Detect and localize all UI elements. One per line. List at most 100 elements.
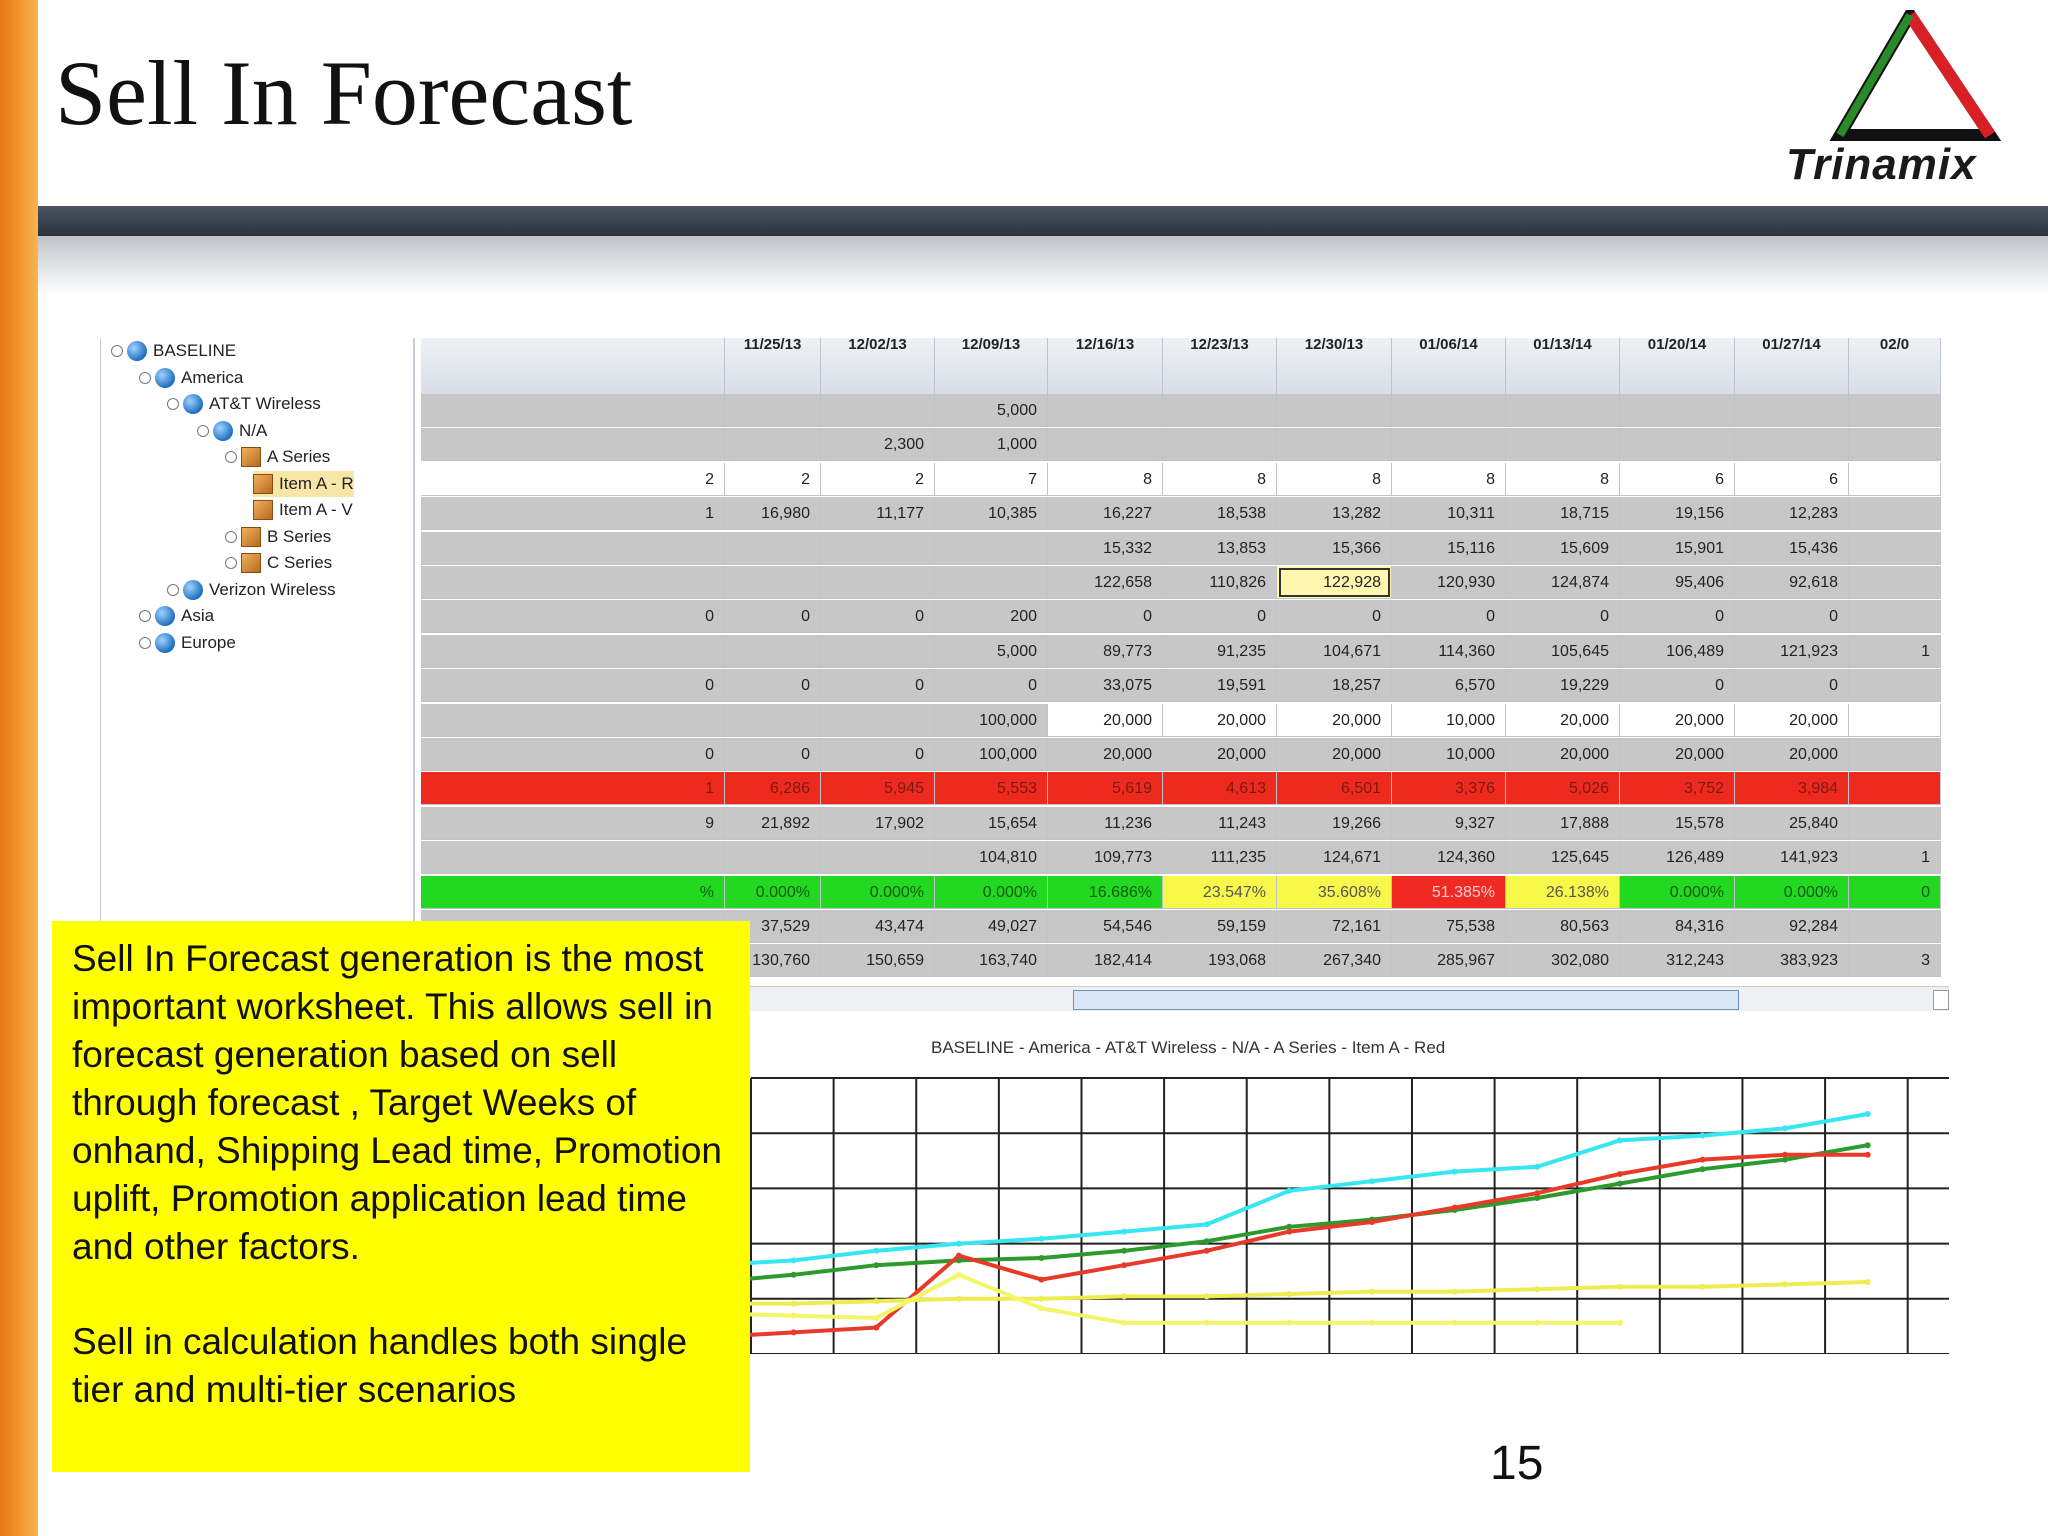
grid-cell[interactable]: 10,000	[1392, 738, 1506, 771]
grid-cell[interactable]	[421, 428, 725, 462]
grid-cell[interactable]: 20,000	[1277, 703, 1392, 737]
grid-cell[interactable]	[821, 394, 935, 427]
tree-item[interactable]: Verizon Wireless	[167, 577, 336, 603]
grid-cell[interactable]	[1849, 910, 1941, 943]
column-header[interactable]: 01/20/14	[1620, 338, 1735, 394]
grid-cell[interactable]: 91,235	[1163, 634, 1277, 668]
grid-cell[interactable]: 20,000	[1048, 703, 1163, 737]
grid-cell[interactable]	[821, 841, 935, 875]
grid-cell[interactable]: 15,654	[935, 806, 1048, 840]
grid-cell[interactable]: 312,243	[1620, 944, 1735, 978]
grid-cell[interactable]: 13,853	[1163, 531, 1277, 565]
grid-cell[interactable]: 2,300	[821, 428, 935, 462]
grid-cell[interactable]: 75,538	[1392, 910, 1506, 943]
grid-cell[interactable]: 20,000	[1163, 703, 1277, 737]
grid-cell[interactable]	[1849, 600, 1941, 634]
grid-cell[interactable]	[421, 703, 725, 737]
grid-cell[interactable]: 92,618	[1735, 566, 1849, 599]
grid-cell[interactable]: 0	[1735, 669, 1849, 703]
grid-cell[interactable]	[421, 841, 725, 875]
grid-cell[interactable]	[1277, 394, 1392, 427]
grid-cell[interactable]	[1849, 462, 1941, 496]
grid-cell[interactable]: 124,874	[1506, 566, 1620, 599]
expand-toggle-icon[interactable]	[225, 530, 237, 543]
grid-cell[interactable]: 302,080	[1506, 944, 1620, 978]
grid-cell[interactable]: 124,360	[1392, 841, 1506, 875]
tree-item[interactable]: B Series	[225, 524, 331, 550]
grid-cell[interactable]	[1506, 428, 1620, 462]
grid-cell[interactable]: 3,984	[1735, 772, 1849, 806]
grid-cell[interactable]	[1620, 428, 1735, 462]
tree-item[interactable]: N/A	[197, 418, 267, 444]
grid-cell[interactable]: 72,161	[1277, 910, 1392, 943]
grid-cell[interactable]: 16,227	[1048, 497, 1163, 531]
grid-cell[interactable]: 0	[725, 600, 821, 634]
grid-cell[interactable]	[1849, 428, 1941, 462]
grid-cell[interactable]: 8	[1048, 462, 1163, 496]
grid-cell[interactable]: 100,000	[935, 738, 1048, 771]
grid-cell[interactable]: 0	[1620, 669, 1735, 703]
grid-cell[interactable]: 126,489	[1620, 841, 1735, 875]
column-header[interactable]	[421, 338, 725, 394]
grid-cell[interactable]: 0	[1277, 600, 1392, 634]
grid-cell[interactable]	[1277, 428, 1392, 462]
grid-cell[interactable]: 124,671	[1277, 841, 1392, 875]
expand-toggle-icon[interactable]	[167, 398, 179, 410]
grid-cell[interactable]: 19,591	[1163, 669, 1277, 703]
grid-cell[interactable]: 19,229	[1506, 669, 1620, 703]
scroll-right-icon[interactable]	[1933, 990, 1949, 1010]
expand-toggle-icon[interactable]	[225, 451, 237, 463]
grid-cell[interactable]: 20,000	[1506, 703, 1620, 737]
grid-cell[interactable]: 7	[935, 462, 1048, 496]
grid-cell[interactable]: 5,553	[935, 772, 1048, 806]
grid-cell[interactable]	[1849, 566, 1941, 599]
tree-item[interactable]: Item A - R	[253, 470, 354, 497]
grid-cell[interactable]: 6,286	[725, 772, 821, 806]
grid-cell[interactable]	[725, 394, 821, 427]
grid-cell[interactable]: 9	[421, 806, 725, 840]
grid-cell[interactable]: 8	[1277, 462, 1392, 496]
grid-cell[interactable]: 111,235	[1163, 841, 1277, 875]
tree-item[interactable]: Asia	[139, 603, 214, 629]
expand-toggle-icon[interactable]	[139, 371, 151, 384]
grid-cell[interactable]	[1849, 806, 1941, 840]
column-header[interactable]: 12/02/13	[821, 338, 935, 394]
grid-cell[interactable]	[1048, 394, 1163, 427]
grid-cell[interactable]	[935, 531, 1048, 565]
grid-cell[interactable]	[821, 703, 935, 737]
grid-cell[interactable]	[1849, 669, 1941, 703]
grid-cell[interactable]: 8	[1506, 462, 1620, 496]
grid-cell[interactable]	[725, 841, 821, 875]
grid-cell[interactable]	[1849, 703, 1941, 737]
grid-cell[interactable]: 383,923	[1735, 944, 1849, 978]
grid-cell[interactable]	[725, 634, 821, 668]
grid-cell[interactable]: 17,902	[821, 806, 935, 840]
grid-cell[interactable]: 11,177	[821, 497, 935, 531]
grid-cell[interactable]: 20,000	[1620, 738, 1735, 771]
grid-cell[interactable]: 20,000	[1277, 738, 1392, 771]
grid-cell[interactable]: 5,000	[935, 634, 1048, 668]
grid-cell[interactable]	[1849, 394, 1941, 427]
grid-cell[interactable]: 125,645	[1506, 841, 1620, 875]
tree-item[interactable]: America	[139, 365, 243, 391]
grid-cell[interactable]: 12,283	[1735, 497, 1849, 531]
grid-cell[interactable]: 10,385	[935, 497, 1048, 531]
grid-cell[interactable]: 20,000	[1163, 738, 1277, 771]
grid-cell[interactable]: 80,563	[1506, 910, 1620, 943]
grid-cell[interactable]: 16,980	[725, 497, 821, 531]
grid-cell[interactable]	[1849, 738, 1941, 771]
expand-toggle-icon[interactable]	[139, 610, 151, 622]
grid-cell[interactable]: 15,332	[1048, 531, 1163, 565]
grid-cell[interactable]: 6	[1735, 462, 1849, 496]
column-header[interactable]: 01/27/14	[1735, 338, 1849, 394]
grid-cell[interactable]: 0	[725, 738, 821, 771]
grid-cell[interactable]: 19,266	[1277, 806, 1392, 840]
grid-cell[interactable]: 2	[421, 462, 725, 496]
grid-cell[interactable]	[935, 566, 1048, 599]
grid-cell[interactable]: 0	[1735, 600, 1849, 634]
grid-cell[interactable]	[421, 566, 725, 599]
grid-cell[interactable]	[1849, 772, 1941, 806]
grid-cell[interactable]: 122,658	[1048, 566, 1163, 599]
grid-cell[interactable]: 16.686%	[1048, 875, 1163, 909]
grid-cell[interactable]: 0	[821, 738, 935, 771]
